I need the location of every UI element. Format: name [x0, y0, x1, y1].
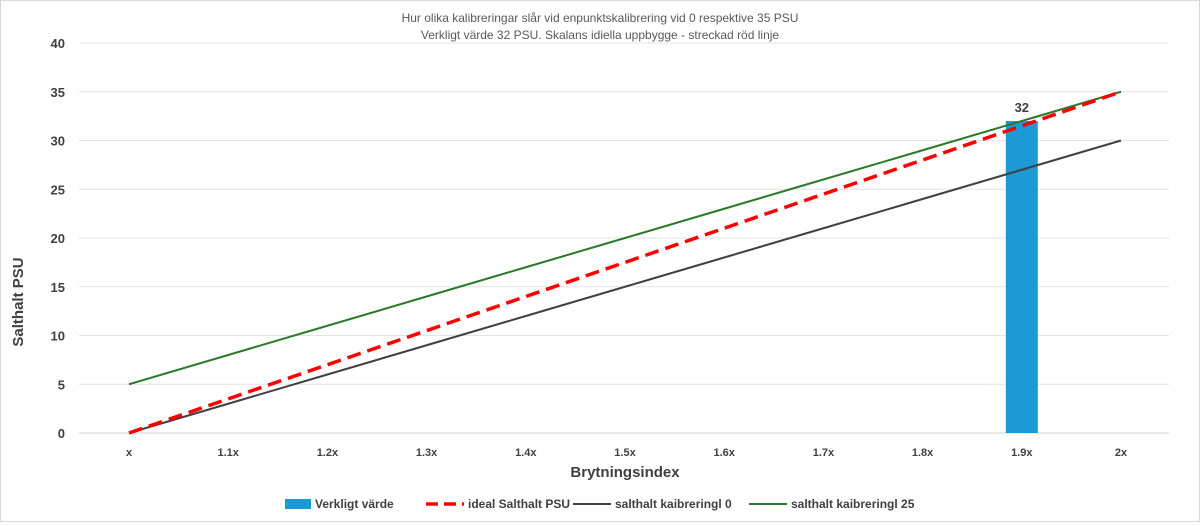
line-series: [128, 90, 1122, 435]
x-tick-label: 2x: [1115, 447, 1128, 459]
y-tick-label: 10: [51, 329, 65, 344]
x-tick-label: 1.2x: [317, 447, 339, 459]
y-tick-label: 40: [51, 36, 65, 51]
legend: Verkligt värde ideal Salthalt PSU salthalt…: [285, 497, 915, 511]
line-salthalt-kaibreringl-0: [128, 139, 1122, 434]
bar-series: 32: [1005, 100, 1038, 433]
legend-label: Verkligt värde: [315, 497, 394, 511]
x-tick-label: 1.6x: [713, 447, 735, 459]
line-ideal-salthalt-psu: [128, 90, 1122, 435]
x-tick-label: 1.3x: [416, 447, 438, 459]
x-tick-label: 1.1x: [217, 447, 239, 459]
x-tick-label: 1.5x: [614, 447, 636, 459]
bar-data-label: 32: [1015, 100, 1029, 115]
legend-label: ideal Salthalt PSU: [468, 497, 570, 511]
x-tick-label: 1.9x: [1011, 447, 1033, 459]
legend-label: salthalt kaibreringl 0: [615, 497, 732, 511]
line-salthalt-kaibreringl-25: [128, 90, 1122, 386]
x-tick-label: x: [126, 447, 133, 459]
y-axis-ticks: 0 5 10 15 20 25 30 35 40: [51, 36, 65, 441]
chart-title: Hur olika kalibreringar slår vid enpunkt…: [402, 11, 799, 42]
y-tick-label: 25: [51, 182, 65, 197]
x-tick-label: 1.7x: [813, 447, 835, 459]
x-axis-label: Brytningsindex: [570, 464, 680, 481]
bar-verkligt-varde: [1005, 121, 1038, 433]
y-tick-label: 20: [51, 231, 65, 246]
chart-title-line-2: Verkligt värde 32 PSU. Skalans idiella u…: [421, 28, 780, 42]
y-tick-label: 30: [51, 134, 65, 149]
y-tick-label: 5: [58, 377, 65, 392]
x-tick-label: 1.4x: [515, 447, 537, 459]
x-axis-ticks: x 1.1x 1.2x 1.3x 1.4x 1.5x 1.6x 1.7x 1.8x 1.9x 2x: [126, 447, 1128, 459]
y-tick-label: 15: [51, 280, 65, 295]
legend-label: salthalt kaibreringl 25: [791, 497, 915, 511]
x-tick-label: 1.8x: [912, 447, 934, 459]
y-axis-label: Salthalt PSU: [10, 257, 27, 346]
legend-swatch: [285, 499, 311, 509]
chart-title-line-1: Hur olika kalibreringar slår vid enpunkt…: [402, 11, 799, 25]
y-tick-label: 0: [58, 426, 65, 441]
y-tick-label: 35: [51, 85, 65, 100]
